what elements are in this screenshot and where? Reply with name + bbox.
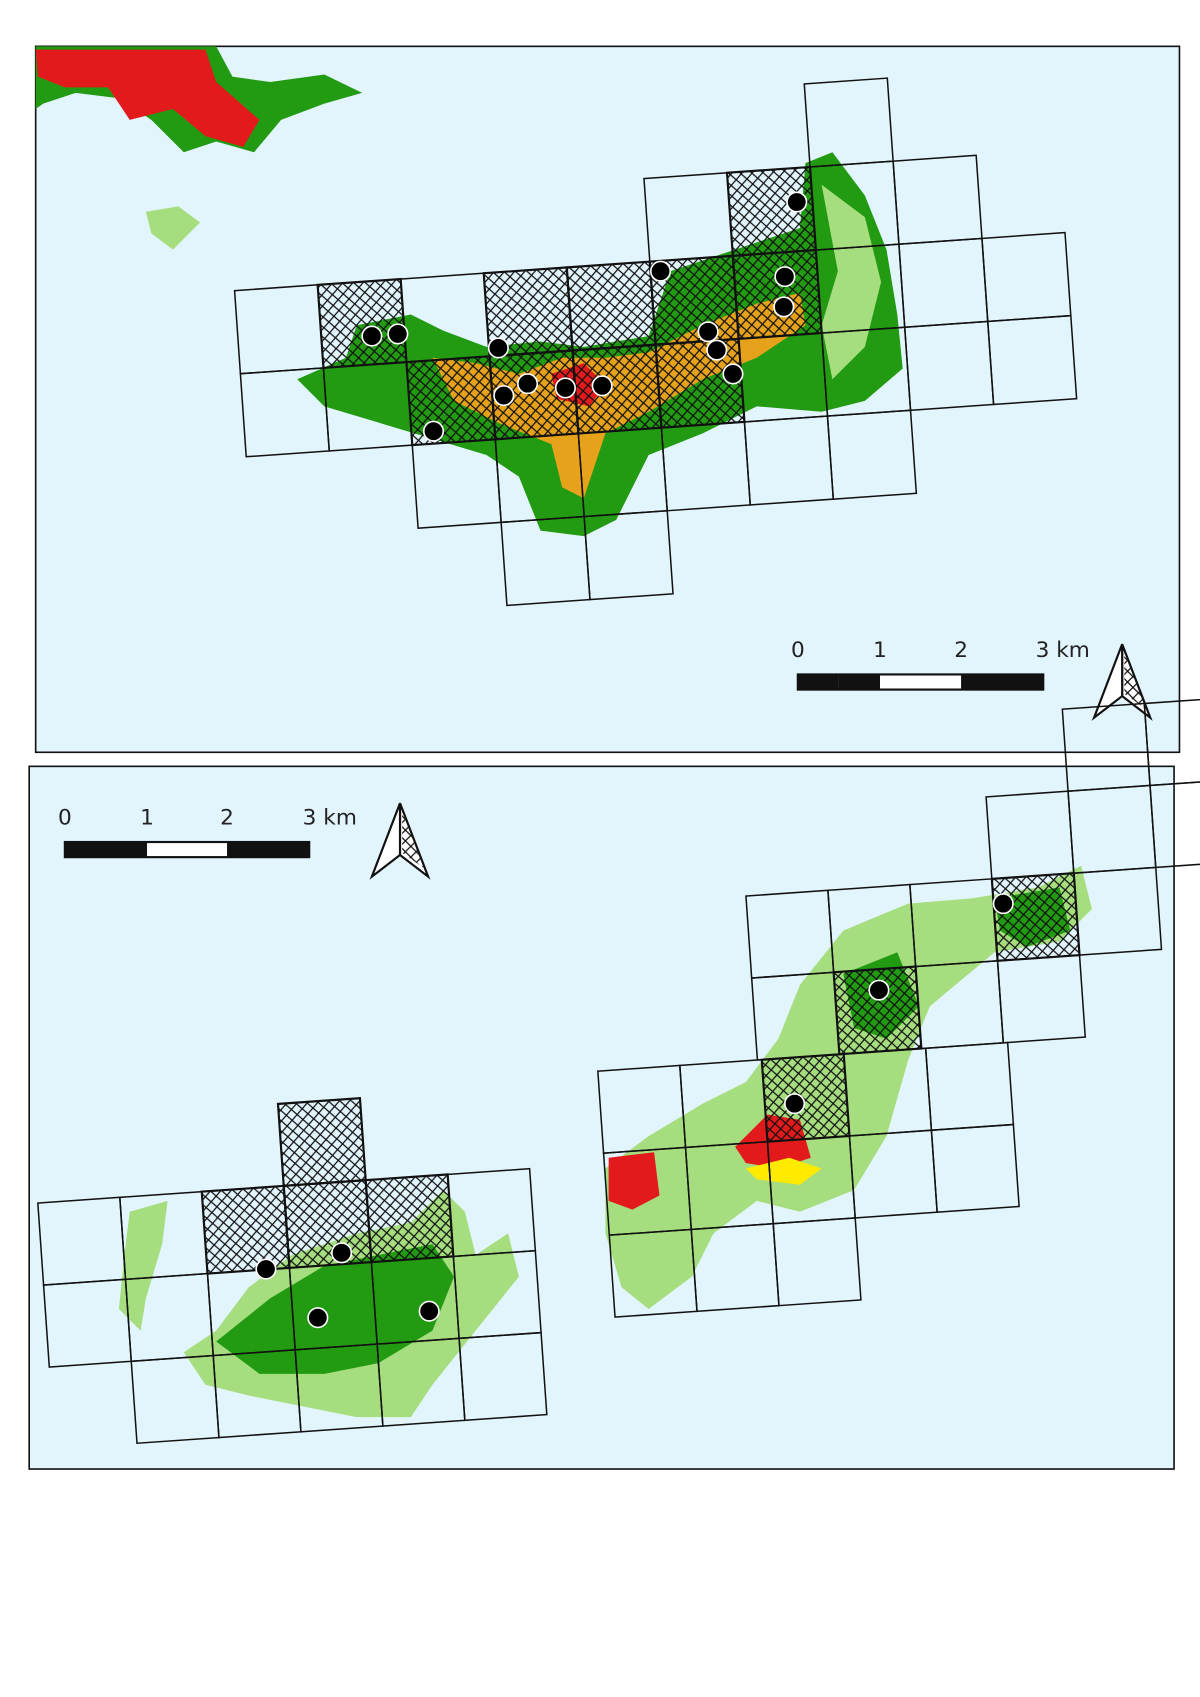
grid-cell xyxy=(772,1217,862,1307)
scale-bar: 0 1 2 3 km xyxy=(791,638,1090,691)
scale-bar: 0 1 2 3 km xyxy=(58,806,357,859)
urban xyxy=(35,49,260,147)
sample-point xyxy=(331,1242,353,1264)
scale-label: 3 km xyxy=(1036,638,1090,663)
sample-point xyxy=(722,363,744,385)
grid-cell xyxy=(826,409,918,500)
islet xyxy=(145,206,200,250)
sample-point xyxy=(517,373,539,395)
sample-point xyxy=(784,1093,806,1115)
sample-point xyxy=(554,377,576,399)
hatched-cell xyxy=(200,1184,291,1275)
sample-point xyxy=(650,260,672,282)
sample-point xyxy=(868,979,890,1001)
grid-cell xyxy=(930,1123,1020,1214)
hatched-cell xyxy=(565,260,657,352)
scale-label: 2 xyxy=(220,806,234,831)
hatched-cell xyxy=(405,355,497,447)
scale-label: 1 xyxy=(873,638,887,663)
urban xyxy=(608,1152,660,1210)
islet xyxy=(118,1200,168,1331)
sample-point xyxy=(387,323,409,345)
sample-point xyxy=(493,384,515,407)
hatched-cell xyxy=(654,337,746,429)
sample-point xyxy=(487,337,509,359)
grid-cell xyxy=(583,509,674,601)
hatched-cell xyxy=(760,1052,851,1143)
map-panel: 0 1 2 3 km xyxy=(28,696,1200,1470)
hatched-cell xyxy=(316,277,408,370)
sample-point xyxy=(361,325,383,347)
scale-label: 2 xyxy=(954,638,968,663)
north-arrow xyxy=(1091,643,1153,721)
sample-point xyxy=(591,375,613,397)
scale-label: 3 km xyxy=(303,806,357,831)
sample-point xyxy=(992,893,1014,915)
grid-cell xyxy=(986,314,1078,406)
sample-point xyxy=(255,1258,277,1280)
sample-point xyxy=(773,296,795,318)
hatched-cell xyxy=(364,1173,455,1264)
scale-label: 0 xyxy=(791,638,805,663)
sample-point xyxy=(418,1300,440,1322)
hatched-cell xyxy=(832,965,923,1056)
sample-point xyxy=(786,191,808,213)
island xyxy=(605,865,1092,1310)
hatched-cell xyxy=(731,248,823,341)
sample-point xyxy=(697,321,719,343)
map-panel: 0 1 2 3 km xyxy=(34,45,1181,754)
hatched-cell xyxy=(571,343,663,435)
sample-point xyxy=(422,420,445,442)
farmland xyxy=(745,1157,822,1185)
forest xyxy=(216,1244,455,1374)
grid-cell xyxy=(458,1331,548,1422)
sample-point xyxy=(774,266,796,288)
hatched-cell xyxy=(725,165,818,257)
sample-point xyxy=(307,1307,329,1329)
north-arrow xyxy=(369,802,431,880)
grid-cell xyxy=(1149,778,1200,869)
scale-label: 0 xyxy=(58,806,72,831)
hatched-cell xyxy=(282,1179,373,1270)
hatched-cell xyxy=(990,871,1081,962)
sample-point xyxy=(706,339,728,361)
scale-label: 1 xyxy=(140,806,154,831)
hatched-cell xyxy=(276,1097,367,1188)
